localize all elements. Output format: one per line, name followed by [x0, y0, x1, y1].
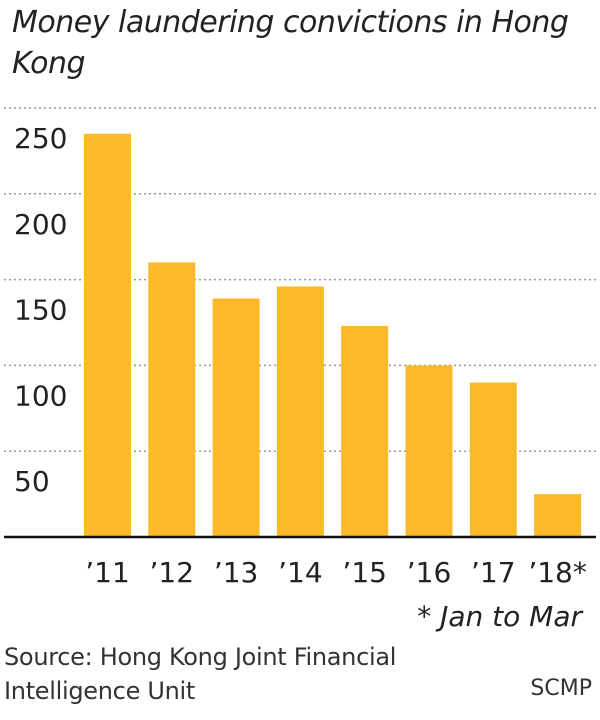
y-tick-label-50: 50: [14, 465, 50, 498]
y-tick-label-150: 150: [14, 294, 67, 327]
y-axis-ticks: 50 100 150 200 250: [14, 122, 67, 498]
x-tick-label-5: ’16: [407, 556, 452, 589]
bar-0: [84, 133, 131, 538]
bars: [84, 133, 582, 538]
x-tick-label-0: ’11: [85, 556, 130, 589]
bar-4: [341, 325, 389, 537]
y-tick-label-100: 100: [14, 379, 67, 412]
bar-5: [405, 365, 453, 537]
x-tick-label-3: ’14: [278, 556, 323, 589]
x-tick-label-2: ’13: [214, 556, 259, 589]
footnote: * Jan to Mar: [417, 600, 582, 633]
credit: SCMP: [530, 676, 592, 701]
bar-6: [469, 382, 517, 537]
x-tick-label-4: ’15: [342, 556, 387, 589]
x-tick-label-7: ’18*: [528, 556, 587, 589]
x-tick-label-6: ’17: [471, 556, 516, 589]
chart-title: Money laundering convictions in Hong Kon…: [12, 5, 569, 81]
x-tick-label-1: ’12: [150, 556, 195, 589]
source-note: Source: Hong Kong Joint Financial Intell…: [4, 643, 397, 705]
bar-1: [148, 262, 196, 537]
bar-3: [276, 286, 324, 537]
x-axis-ticks: ’11 ’12 ’13 ’14 ’15 ’16 ’17 ’18*: [85, 556, 587, 589]
y-tick-label-250: 250: [14, 122, 67, 155]
y-tick-label-200: 200: [14, 208, 67, 241]
bar-2: [212, 298, 260, 537]
bar-7: [534, 494, 582, 537]
